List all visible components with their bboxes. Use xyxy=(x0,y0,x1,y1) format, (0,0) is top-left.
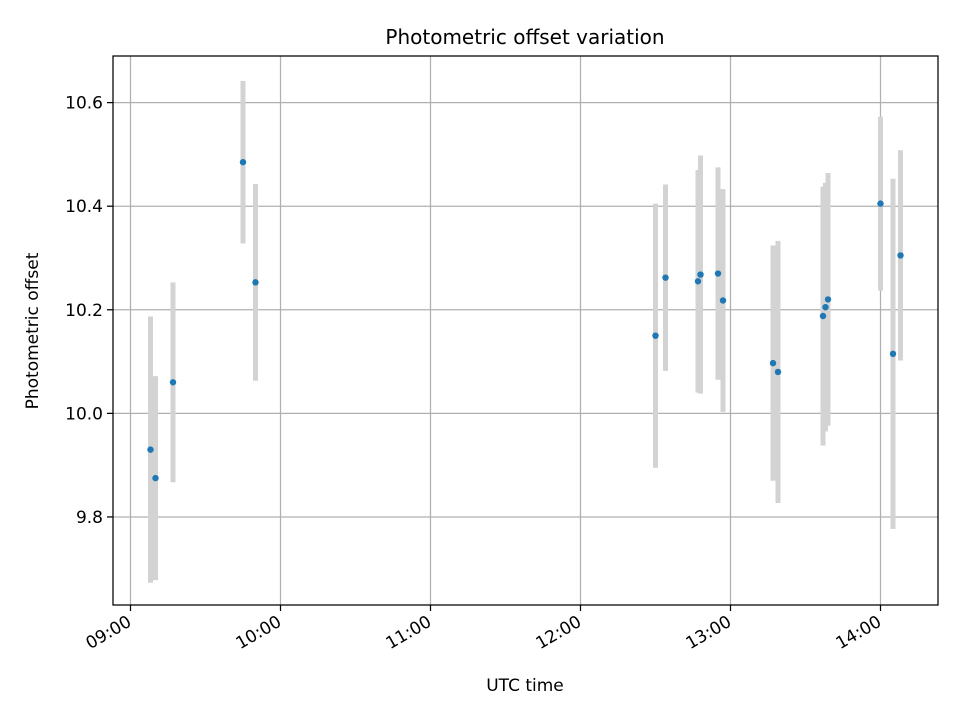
data-point xyxy=(652,332,659,339)
grid-lines xyxy=(113,56,938,605)
data-points xyxy=(147,158,904,482)
data-point xyxy=(714,270,722,277)
data-point xyxy=(169,379,177,386)
data-point xyxy=(252,279,259,286)
data-point xyxy=(824,296,832,303)
y-axis-title: Photometric offset xyxy=(23,252,43,409)
plot-frame xyxy=(112,55,939,606)
data-point xyxy=(239,158,247,166)
y-tick-label: 9.8 xyxy=(76,508,103,528)
y-tick-label: 10.0 xyxy=(65,404,103,424)
chart-title: Photometric offset variation xyxy=(385,25,664,49)
plot-area xyxy=(113,56,938,605)
data-point xyxy=(897,252,904,259)
data-point xyxy=(774,368,782,376)
data-point xyxy=(822,303,829,311)
y-tick-label: 10.4 xyxy=(65,197,103,217)
data-point xyxy=(697,271,704,278)
data-point xyxy=(694,278,702,285)
x-axis-title: UTC time xyxy=(486,676,564,696)
data-point xyxy=(152,474,159,482)
data-point xyxy=(662,274,669,281)
y-tick-label: 10.2 xyxy=(65,301,103,321)
data-point xyxy=(889,350,897,358)
data-point xyxy=(877,200,884,207)
data-point xyxy=(819,312,827,320)
data-point xyxy=(147,446,154,453)
data-point xyxy=(719,297,727,304)
y-tick-label: 10.6 xyxy=(65,94,103,114)
y-axis-ticks: 9.8 10.0 10.2 10.4 10.6 xyxy=(65,94,113,528)
data-point xyxy=(769,359,777,367)
